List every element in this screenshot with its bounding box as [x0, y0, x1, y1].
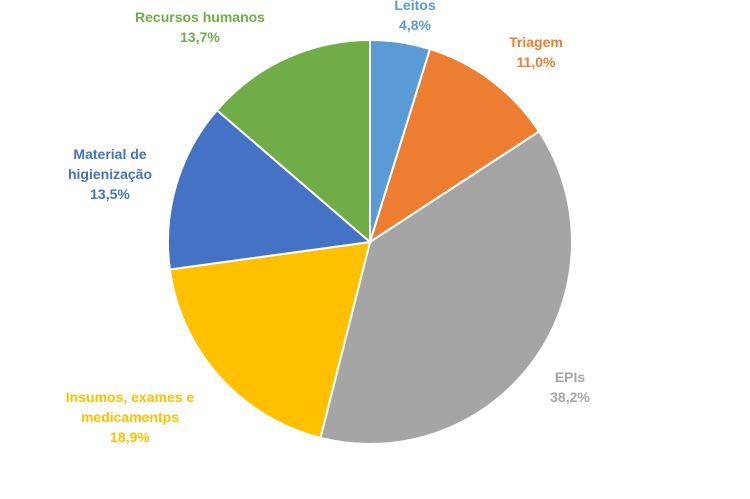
slice-value-label: 11,0%: [517, 54, 556, 70]
slice-label-1: Triagem 11,0%: [509, 34, 563, 70]
slice-category-label: higienização: [68, 166, 152, 182]
slice-label-3: Insumos, exames e medicamentps 18,9%: [66, 389, 195, 445]
slice-category-label: EPIs: [555, 369, 586, 385]
slice-labels: Leitos 4,8% Triagem 11,0% EPIs 38,2% Insumos, …: [66, 0, 591, 445]
slice-category-label: Triagem: [509, 34, 563, 50]
slice-category-label: Recursos humanos: [135, 9, 265, 25]
slice-category-label: medicamentps: [81, 409, 179, 425]
pie-slice-4: [167, 108, 373, 271]
slice-label-0: Leitos 4,8%: [394, 0, 435, 33]
slice-category-label: Leitos: [394, 0, 435, 13]
slice-category-label: Insumos, exames e: [66, 389, 195, 405]
pie-slice-1: [368, 47, 541, 245]
pie-slice-3: [168, 240, 372, 440]
slice-label-4: Material de higienização 13,5%: [68, 146, 152, 202]
slice-label-2: EPIs 38,2%: [550, 369, 590, 405]
slice-value-label: 38,2%: [550, 389, 590, 405]
pie-slice-5: [215, 38, 371, 245]
slice-value-label: 18,9%: [110, 429, 150, 445]
pie-slice-2: [319, 130, 573, 445]
slice-category-label: Material de: [73, 146, 146, 162]
slice-value-label: 13,7%: [180, 29, 220, 45]
pie-slices: [167, 38, 573, 445]
slice-value-label: 13,5%: [90, 186, 130, 202]
slice-label-5: Recursos humanos 13,7%: [135, 9, 265, 45]
slice-value-label: 4,8%: [399, 17, 431, 33]
